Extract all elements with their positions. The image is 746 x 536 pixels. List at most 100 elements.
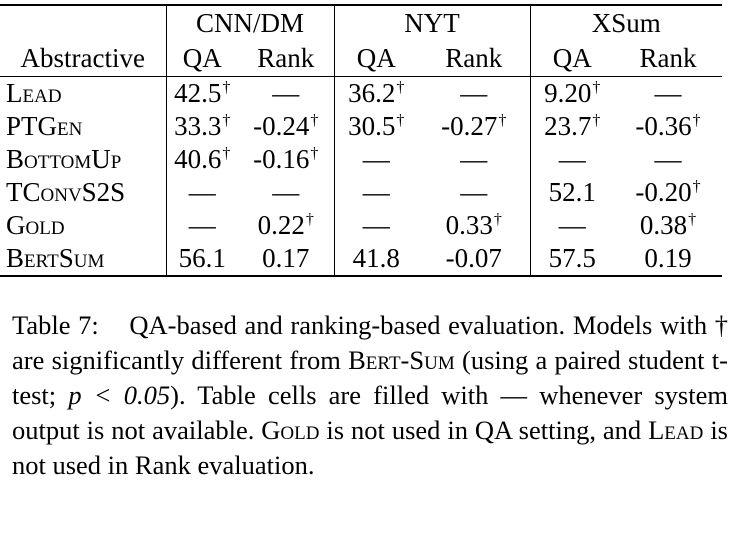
table-cell: 23.7†	[529, 110, 614, 143]
row-model-name: PTGen	[6, 111, 83, 141]
cell-value: —	[188, 177, 216, 207]
row-model-name: Gold	[6, 210, 65, 240]
table-cell: -0.36†	[614, 110, 722, 143]
significance-dagger: †	[493, 211, 502, 228]
cell-value: 40.6	[174, 144, 222, 174]
caption-model-name: Gold	[261, 415, 320, 445]
table-cell: —	[238, 176, 334, 209]
group-header-row: CNN/DM NYT XSum	[0, 4, 722, 40]
table-cell: 0.38†	[614, 209, 722, 242]
cell-value: 41.8	[352, 243, 400, 273]
sub-header-qa: QA	[333, 40, 418, 77]
group-header-cnndm: CNN/DM	[165, 4, 334, 40]
cell-value: —	[362, 144, 390, 174]
table-cell: 0.33†	[418, 209, 530, 242]
cell-value: —	[558, 144, 586, 174]
significance-dagger: †	[592, 112, 601, 129]
cell-value: -0.07	[445, 243, 502, 273]
significance-dagger: †	[396, 79, 405, 96]
table-cell: —	[614, 143, 722, 176]
caption-text: (using a paired student t-test;	[12, 345, 728, 410]
cell-value: —	[272, 78, 300, 108]
sub-header-rank: Rank	[639, 42, 697, 73]
cell-value: 57.5	[548, 243, 596, 273]
table-cell: 33.3†	[165, 110, 238, 143]
results-table-container: CNN/DM NYT XSum Abstractive QA Rank QA R…	[0, 4, 726, 277]
significance-dagger: †	[305, 211, 314, 228]
significance-dagger: †	[396, 112, 405, 129]
significance-dagger: †	[692, 112, 701, 129]
table-cell: -0.20†	[614, 176, 722, 209]
table-cell: -0.27†	[418, 110, 530, 143]
cell-value: 0.17	[262, 243, 310, 273]
cell-value: 0.38	[639, 210, 688, 240]
table-cell: —	[529, 143, 614, 176]
table-cell: 52.1	[529, 176, 614, 209]
table-cell: -0.07	[418, 242, 530, 277]
caption-model-name: Bert-Sum	[348, 345, 455, 375]
cell-value: -0.27	[441, 111, 498, 141]
table-cell: 0.22†	[238, 209, 334, 242]
significance-dagger: †	[310, 112, 319, 129]
significance-dagger: †	[692, 178, 701, 195]
table-cell: —	[165, 176, 238, 209]
cell-value: —	[272, 177, 300, 207]
table-cell: 30.5†	[333, 110, 418, 143]
group-header-nyt: NYT	[333, 4, 530, 40]
significance-dagger: †	[222, 145, 231, 162]
caption-model-name: Lead	[648, 415, 704, 445]
caption-math: p < 0.05	[68, 380, 171, 410]
table-cell: -0.24†	[238, 110, 334, 143]
row-model-name: BertSum	[0, 242, 166, 277]
table-row: TConvS2S — — — — 52.1 -0.20†	[0, 176, 722, 209]
sub-header-qa: QA	[165, 40, 238, 77]
table-cell: 42.5†	[165, 76, 238, 110]
cell-value: 52.1	[548, 177, 596, 207]
table-cell: —	[418, 176, 530, 209]
cell-value: 0.19	[644, 243, 692, 273]
cell-value: -0.16	[253, 144, 310, 174]
cell-value: —	[558, 210, 586, 240]
caption-text: is not used in Rank evaluation.	[12, 415, 728, 480]
cell-value: 56.1	[178, 243, 226, 273]
table-cell: —	[529, 209, 614, 242]
table-cell: 56.1	[165, 242, 238, 277]
cell-value: 33.3	[174, 111, 222, 141]
cell-value: 42.5	[174, 78, 222, 108]
significance-dagger: †	[688, 211, 697, 228]
table-row: BertSum 56.1 0.17 41.8 -0.07 57.5 0.19	[0, 242, 722, 277]
table-row: Lead 42.5† —36.2† —9.20† —	[0, 76, 722, 110]
cell-value: 23.7	[544, 111, 592, 141]
table-cell: —	[333, 176, 418, 209]
table-cell: 9.20†	[529, 76, 614, 110]
table-caption: Table 7: QA-based and ranking-based eval…	[12, 308, 728, 483]
table-row: PTGen 33.3† -0.24† 30.5† -0.27† 23.7† -0.36†	[0, 110, 722, 143]
row-model-name: BottomUp	[6, 144, 122, 174]
cell-value: -0.36	[635, 111, 692, 141]
caption-text: is not used in QA setting, and	[319, 415, 649, 445]
table-cell: —	[418, 143, 530, 176]
group-header-xsum: XSum	[529, 4, 722, 40]
table-row: Gold —0.22† —0.33† —0.38†	[0, 209, 722, 242]
cell-value: —	[654, 78, 682, 108]
table-row: BottomUp 40.6† -0.16† — — — —	[0, 143, 722, 176]
table-cell: 0.19	[614, 242, 722, 277]
table-cell: —	[238, 76, 334, 110]
cell-value: -0.20	[635, 177, 692, 207]
table-cell: 41.8	[333, 242, 418, 277]
cell-value: —	[188, 210, 216, 240]
sub-header-rank: Rank	[445, 42, 503, 73]
cell-value: -0.24	[253, 111, 310, 141]
table-cell: 40.6†	[165, 143, 238, 176]
row-model-name: TConvS2S	[6, 177, 126, 207]
cell-value: —	[654, 144, 682, 174]
significance-dagger: †	[498, 112, 507, 129]
significance-dagger: †	[310, 145, 319, 162]
cell-value: 0.22	[257, 210, 305, 240]
row-model-name: Lead	[0, 76, 166, 110]
table-cell: —	[333, 143, 418, 176]
cell-value: 30.5	[348, 111, 396, 141]
table-cell: 36.2†	[333, 76, 418, 110]
empty-corner-cell	[0, 4, 166, 40]
cell-value: —	[362, 177, 390, 207]
